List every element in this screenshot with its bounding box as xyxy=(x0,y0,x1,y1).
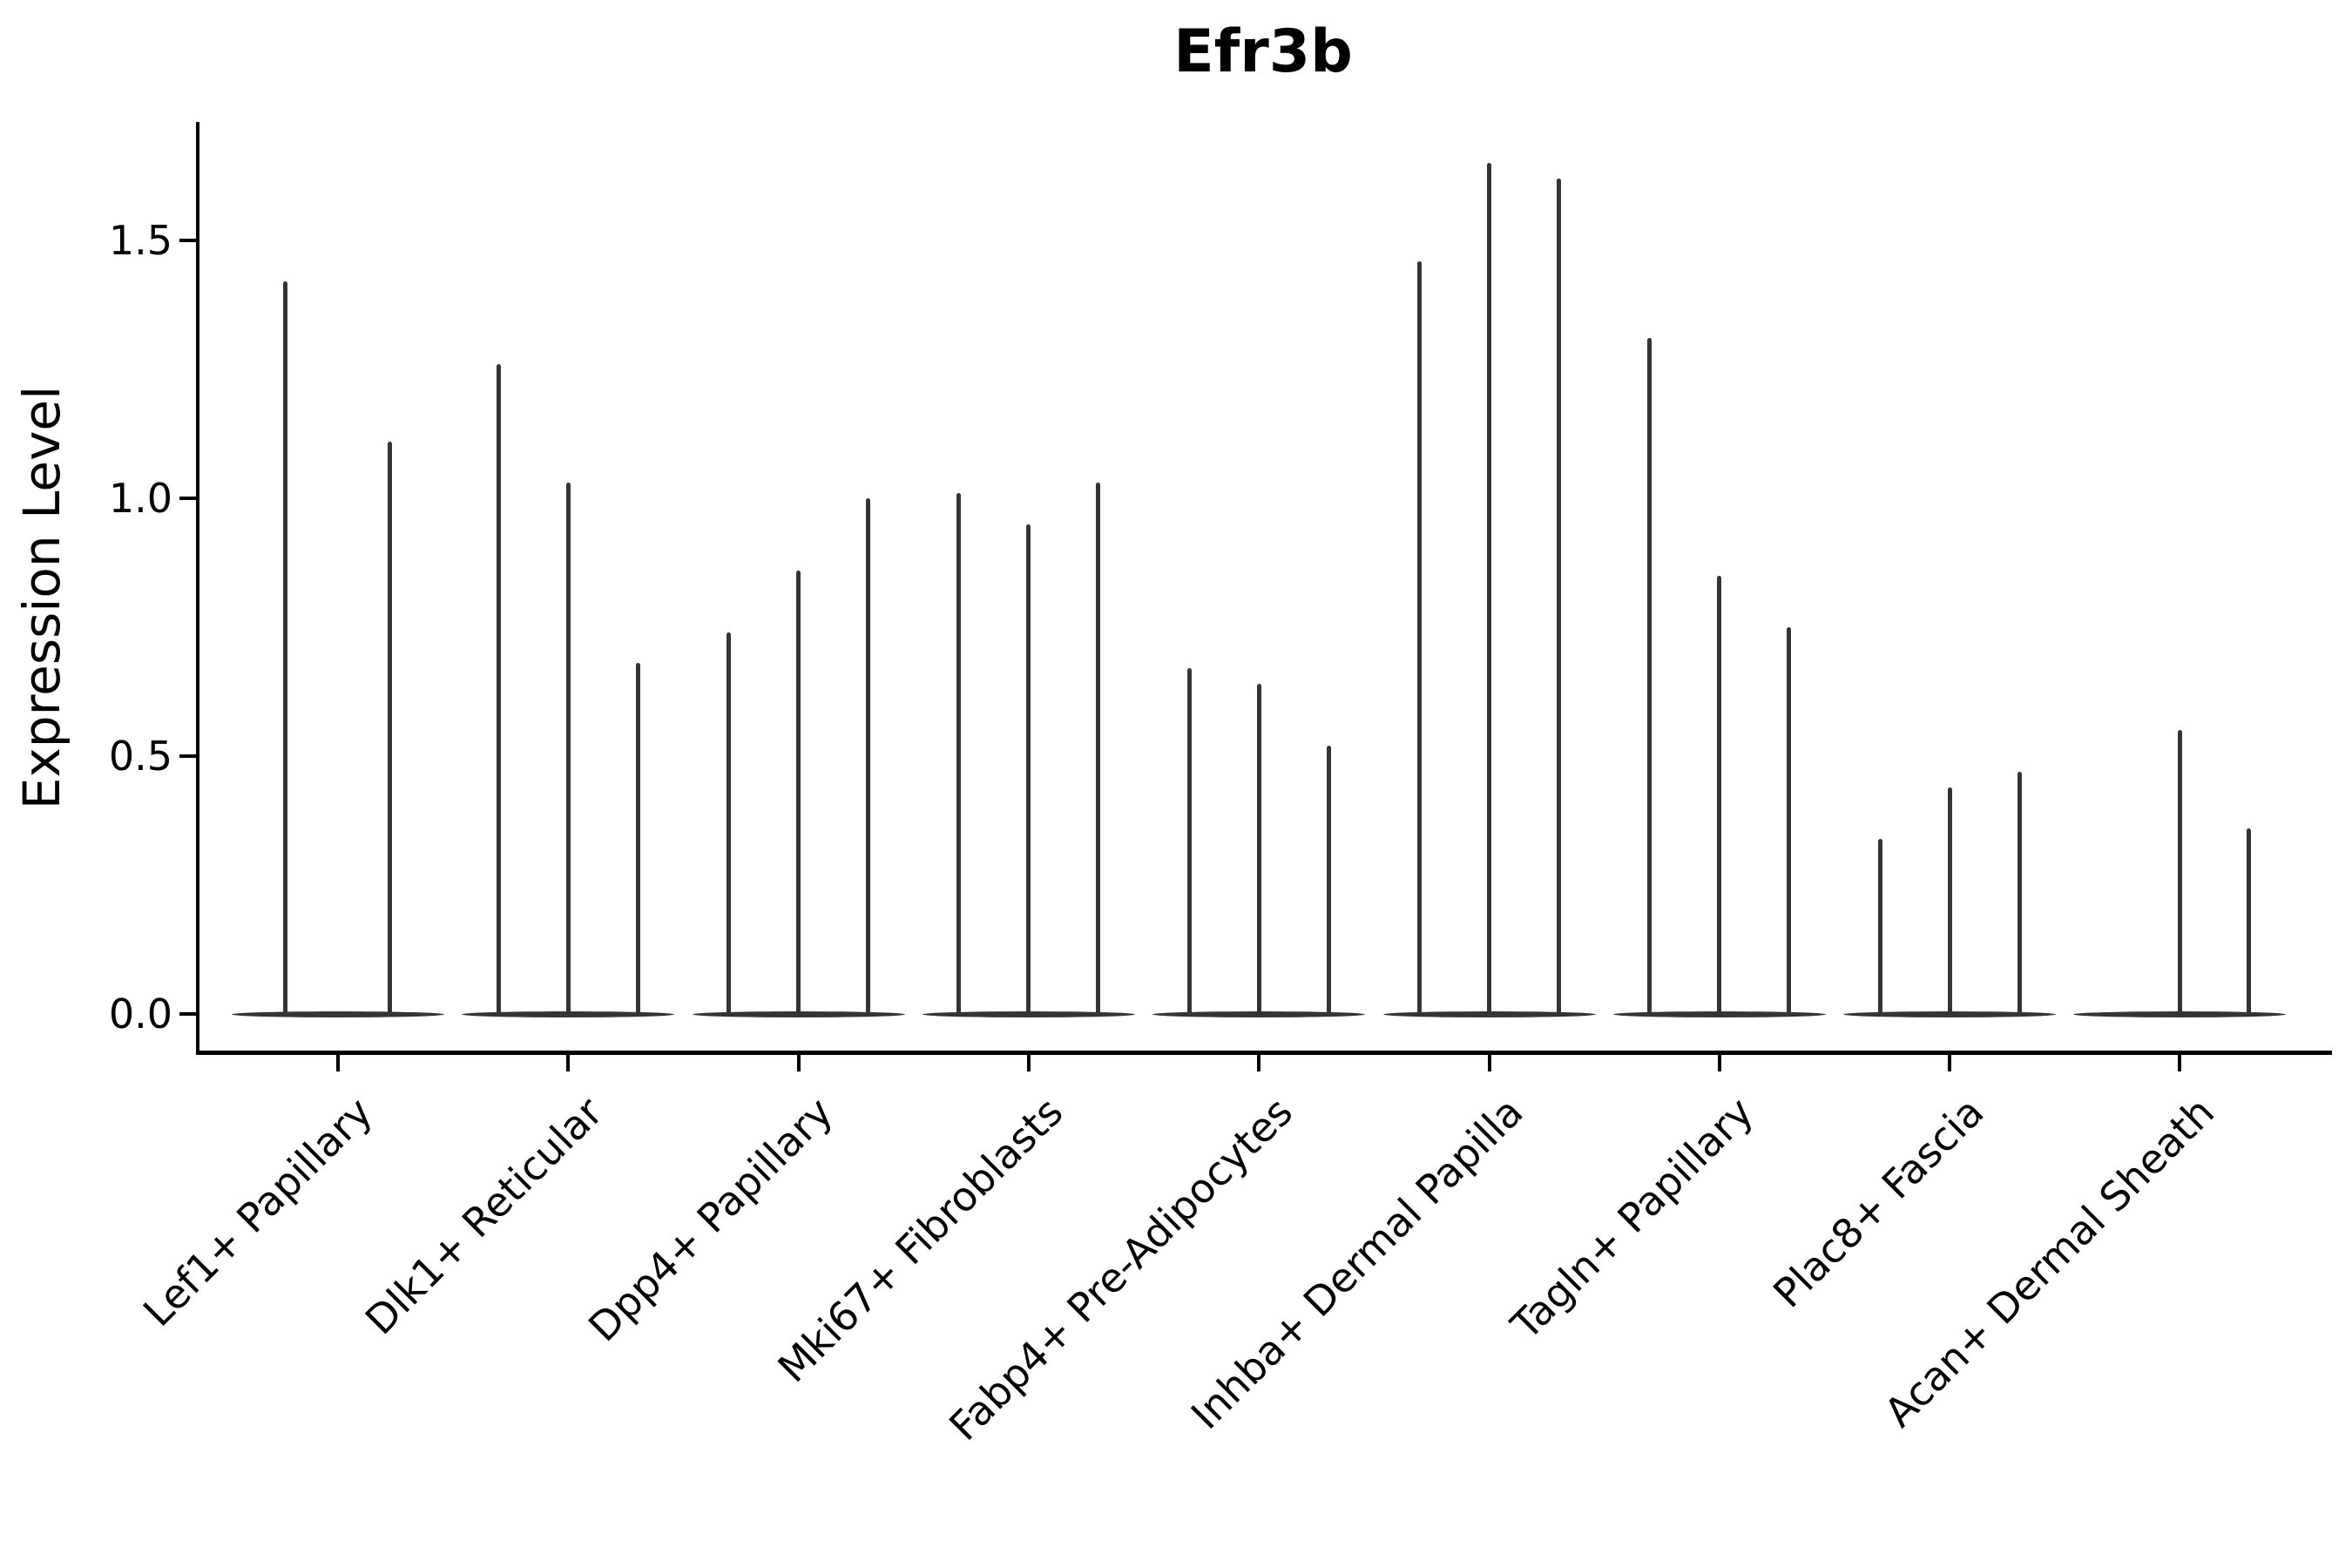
violin-spike xyxy=(1487,163,1491,1014)
violin-baseline xyxy=(1152,1010,1366,1017)
violin-baseline xyxy=(232,1010,444,1017)
chart-title: Efr3b xyxy=(1173,17,1353,86)
violin-spike xyxy=(1026,524,1031,1014)
violin-spike xyxy=(1417,261,1422,1014)
y-axis-line xyxy=(196,122,199,1054)
x-tick-mark xyxy=(1026,1055,1031,1071)
violin-spike xyxy=(1326,746,1331,1014)
x-tick-mark xyxy=(566,1055,571,1071)
violin-baseline xyxy=(462,1010,675,1017)
violin-spike xyxy=(1256,684,1261,1014)
violin-spike xyxy=(2246,828,2251,1014)
violin-baseline xyxy=(1843,1010,2057,1017)
x-tick-label: Tagln+ Papillary xyxy=(1502,1088,1763,1349)
y-tick-label: 1.5 xyxy=(108,217,172,264)
violin-spike xyxy=(387,442,392,1014)
violin-spike xyxy=(1717,576,1722,1014)
x-tick-mark xyxy=(2178,1055,2182,1071)
violin-spike xyxy=(956,493,962,1014)
x-tick-mark xyxy=(1948,1055,1952,1071)
x-tick-mark xyxy=(1257,1055,1261,1071)
violin-spike xyxy=(1877,839,1882,1014)
violin-spike xyxy=(2017,772,2022,1014)
violin-spike xyxy=(635,663,640,1014)
violin-spike xyxy=(727,632,732,1014)
violin-spike xyxy=(866,498,871,1014)
x-axis-line xyxy=(196,1051,2332,1055)
x-tick-label: Plac8+ Fascia xyxy=(1764,1088,1993,1317)
violin-spike xyxy=(1096,483,1101,1014)
violin-spike xyxy=(796,571,801,1014)
x-tick-label: Dpp4+ Papillary xyxy=(578,1088,841,1351)
y-tick-label: 1.0 xyxy=(108,475,172,522)
violin-spike xyxy=(2177,730,2182,1014)
y-tick-mark xyxy=(179,1012,196,1016)
violin-spike xyxy=(1186,668,1192,1014)
y-tick-mark xyxy=(179,239,196,242)
violin-spike xyxy=(282,281,287,1014)
y-tick-mark xyxy=(179,497,196,500)
x-tick-label: Dlk1+ Reticular xyxy=(355,1088,612,1344)
x-tick-mark xyxy=(336,1055,340,1071)
violin-spike xyxy=(1787,627,1792,1014)
violin-spike xyxy=(1947,787,1952,1014)
violin-spike xyxy=(496,364,501,1014)
x-tick-label: Lef1+ Papillary xyxy=(133,1088,382,1336)
violin-baseline xyxy=(922,1010,1135,1017)
x-tick-mark xyxy=(1487,1055,1491,1071)
violin-spike xyxy=(565,483,571,1014)
violin-baseline xyxy=(692,1010,905,1017)
violin-baseline xyxy=(1382,1010,1596,1017)
x-tick-mark xyxy=(1717,1055,1721,1071)
x-tick-mark xyxy=(796,1055,801,1071)
violin-spike xyxy=(1557,179,1561,1014)
violin-baseline xyxy=(1612,1010,1826,1017)
violin-spike xyxy=(1647,338,1652,1014)
y-tick-label: 0.0 xyxy=(108,990,172,1037)
violin-baseline xyxy=(2073,1010,2287,1017)
y-tick-label: 0.5 xyxy=(108,733,172,780)
y-tick-mark xyxy=(179,754,196,758)
